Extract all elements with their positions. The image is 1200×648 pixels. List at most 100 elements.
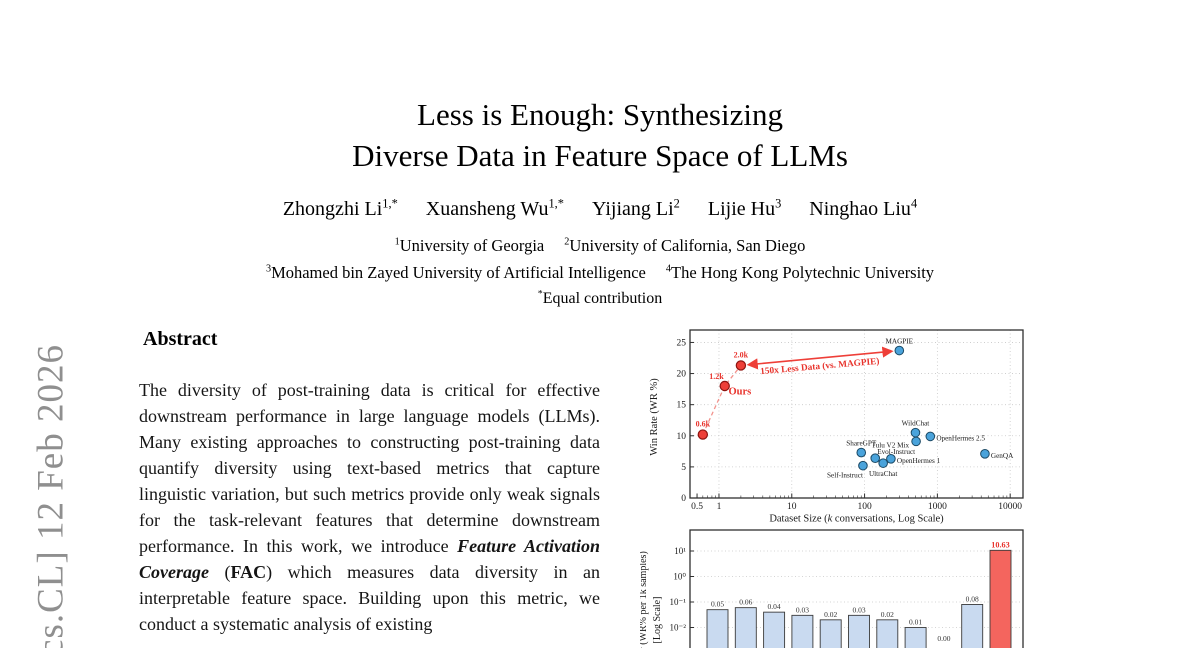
- author-name: Zhongzhi Li1,*: [282, 196, 398, 220]
- affiliation: 2University of California, San Diego: [564, 236, 806, 255]
- baseline-point-label: Tulu V2 Mix: [872, 441, 910, 449]
- baseline-bar: [819, 619, 842, 648]
- affiliation-line-1: 1University of Georgia 2University of Cal…: [0, 236, 1200, 256]
- svg-text:1: 1: [717, 502, 722, 512]
- baseline-point: [894, 345, 905, 356]
- svg-text:100: 100: [857, 502, 872, 512]
- baseline-bar: [734, 607, 757, 648]
- author-name: Yijiang Li2: [591, 196, 680, 220]
- svg-text:25: 25: [677, 338, 687, 348]
- svg-text:10¹: 10¹: [674, 546, 686, 556]
- abstract-part-3: ) which measures data diversity in an in…: [139, 562, 600, 634]
- svg-text:10⁻²: 10⁻²: [670, 623, 687, 633]
- abstract-part-1: The diversity of post-training data is c…: [139, 380, 600, 556]
- left-column: Abstract The diversity of post-training …: [139, 328, 600, 637]
- baseline-point: [856, 447, 867, 458]
- baseline-point-label: Evol-Instruct: [877, 448, 915, 456]
- baseline-bar: [876, 619, 899, 648]
- arxiv-sidebar-text: cs.CL] 12 Feb 2026: [30, 344, 72, 648]
- ours-point: [697, 429, 709, 440]
- author-list: Zhongzhi Li1,* Xuansheng Wu1,* Yijiang Li2…: [0, 196, 1200, 221]
- bar-value-label: 0.03: [852, 605, 865, 614]
- baseline-point: [980, 449, 990, 459]
- bar-value-label: 0.06: [739, 598, 752, 607]
- bar-value-label: 10.63: [991, 540, 1009, 549]
- svg-text:5: 5: [681, 463, 686, 473]
- baseline-bar: [904, 627, 927, 648]
- bar-value-label: 0.00: [937, 634, 950, 643]
- baseline-point-label: OpenHermes 1: [897, 457, 941, 465]
- winrate-vs-dataset-size-scatter-chart: 0.5 1 10 100 1000 10000 0 5 10 15 20 25 Dataset Size…: [649, 329, 1024, 525]
- affiliation: 3Mohamed bin Zayed University of Artific…: [265, 263, 646, 282]
- baseline-point-label: GenQA: [991, 452, 1014, 460]
- baseline-bar: [848, 614, 870, 648]
- ours-point-label: 0.6k: [696, 420, 711, 429]
- paper-title-line2: Diverse Data in Feature Space of LLMs: [352, 138, 848, 173]
- baseline-bar: [706, 609, 729, 648]
- affiliation: 4The Hong Kong Polytechnic University: [665, 263, 935, 282]
- abstract-text: The diversity of post-training data is c…: [139, 377, 600, 637]
- bars: 0.05 0.06 0.04 0.03 0.02 0.03 0.02 0.01 0.00 0.08…: [706, 540, 1012, 648]
- affiliation-line-2: 3Mohamed bin Zayed University of Artific…: [0, 263, 1200, 283]
- right-column-figures: 0.5 1 10 100 1000 10000 0 5 10 15 20 25 Dataset Size…: [640, 322, 1040, 648]
- bar-value-label: 0.04: [768, 602, 781, 611]
- svg-text:10⁰: 10⁰: [673, 572, 686, 582]
- baseline-point: [858, 460, 868, 471]
- author-name: Xuansheng Wu1,*: [425, 196, 564, 220]
- baseline-point: [870, 453, 881, 463]
- author-name: Ninghao Liu4: [809, 196, 918, 220]
- equal-contribution-sup: *: [537, 288, 543, 300]
- bar-yaxis-label-2: [Log Scale]: [652, 597, 663, 644]
- scatter-xaxis-label: Dataset Size (k conversations, Log Scale…: [769, 514, 944, 525]
- scatter-tick-labels: 0.5 1 10 100 1000 10000 0 5 10 15 20 25: [677, 338, 1023, 512]
- abstract-heading: Abstract: [143, 328, 218, 350]
- paper-title-line1: Less is Enough: Synthesizing: [417, 97, 783, 132]
- baseline-point-label: WildChat: [902, 420, 930, 428]
- svg-text:1000: 1000: [928, 502, 947, 512]
- abstract-term-fac: Feature Activation Coverage: [139, 536, 600, 582]
- svg-text:15: 15: [677, 401, 687, 411]
- baseline-point-label: Self-Instruct: [827, 472, 863, 480]
- baseline-bar: [961, 604, 984, 648]
- equal-contribution-text: Equal contribution: [542, 290, 663, 307]
- baseline-point: [886, 454, 896, 464]
- ours-point: [719, 380, 730, 392]
- bar-value-label: 0.02: [881, 610, 894, 619]
- svg-text:0.5: 0.5: [691, 502, 703, 512]
- svg-text:0: 0: [681, 494, 686, 504]
- ours-point: [735, 360, 747, 371]
- bar-value-label: 0.03: [796, 605, 809, 614]
- equal-contribution-note: *Equal contribution: [0, 288, 1200, 308]
- affiliation: 1University of Georgia: [394, 236, 545, 255]
- less-data-annotation: 150x Less Data (vs. MAGPIE): [760, 356, 880, 377]
- bar-yaxis-label: Efficiency (WR% per 1k samples): [640, 551, 649, 648]
- ours-bar: [989, 549, 1012, 648]
- baseline-point: [910, 427, 921, 438]
- baseline-point: [911, 436, 921, 447]
- paper-title: Less is Enough: Synthesizing Diverse Data…: [0, 94, 1200, 176]
- svg-text:10⁻¹: 10⁻¹: [670, 597, 687, 607]
- ours-points: 0.6k 1.2k 2.0k: [696, 350, 749, 440]
- ours-point-label: 2.0k: [734, 350, 749, 359]
- bar-value-label: 0.02: [824, 610, 837, 619]
- less-data-arrow: [746, 346, 894, 370]
- baseline-point-label: OpenHermes 2.5: [936, 434, 985, 442]
- svg-text:10000: 10000: [998, 502, 1022, 512]
- svg-text:10: 10: [787, 502, 797, 512]
- svg-text:10: 10: [677, 432, 687, 442]
- scatter-yaxis-label: Win Rate (WR %): [649, 378, 660, 456]
- baseline-bar: [791, 614, 814, 648]
- bar-value-label: 0.01: [909, 618, 922, 627]
- baseline-point-label: ShareGPT: [846, 440, 877, 448]
- scatter-plot-frame: [689, 329, 1024, 499]
- baseline-bar: [763, 611, 786, 648]
- bar-value-label: 0.05: [711, 600, 724, 609]
- bar-value-label: 0.08: [966, 594, 979, 603]
- baseline-point: [878, 458, 888, 468]
- ours-series-label: Ours: [728, 387, 751, 398]
- baseline-point: [925, 431, 936, 442]
- svg-text:20: 20: [677, 370, 687, 380]
